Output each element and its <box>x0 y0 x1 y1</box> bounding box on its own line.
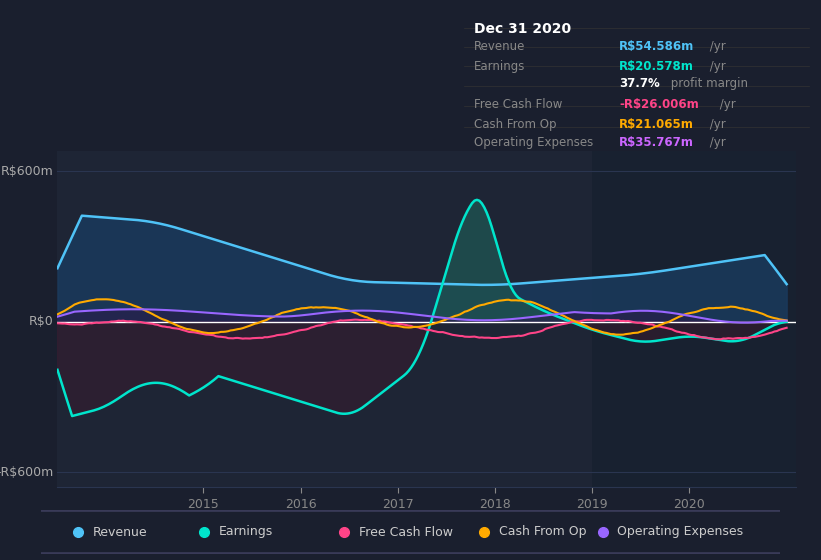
Text: Free Cash Flow: Free Cash Flow <box>475 98 562 111</box>
Bar <box>592 151 821 487</box>
Text: /yr: /yr <box>706 60 726 73</box>
Text: Dec 31 2020: Dec 31 2020 <box>475 22 571 36</box>
Text: -R$600m: -R$600m <box>0 466 54 479</box>
Text: profit margin: profit margin <box>667 77 748 90</box>
Text: R$0: R$0 <box>29 315 54 328</box>
Text: /yr: /yr <box>706 118 726 131</box>
Text: Cash From Op: Cash From Op <box>499 525 587 539</box>
Text: Free Cash Flow: Free Cash Flow <box>359 525 452 539</box>
Text: Operating Expenses: Operating Expenses <box>617 525 744 539</box>
Text: R$54.586m: R$54.586m <box>619 40 695 53</box>
Text: 37.7%: 37.7% <box>619 77 660 90</box>
Text: Revenue: Revenue <box>93 525 148 539</box>
Text: Cash From Op: Cash From Op <box>475 118 557 131</box>
Text: /yr: /yr <box>706 136 726 149</box>
Text: /yr: /yr <box>716 98 736 111</box>
Text: Operating Expenses: Operating Expenses <box>475 136 594 149</box>
Text: R$21.065m: R$21.065m <box>619 118 694 131</box>
Text: Revenue: Revenue <box>475 40 525 53</box>
Text: Earnings: Earnings <box>475 60 525 73</box>
Text: Earnings: Earnings <box>218 525 273 539</box>
Text: R$35.767m: R$35.767m <box>619 136 694 149</box>
Text: R$20.578m: R$20.578m <box>619 60 694 73</box>
Text: /yr: /yr <box>706 40 726 53</box>
Text: -R$26.006m: -R$26.006m <box>619 98 699 111</box>
Text: R$600m: R$600m <box>1 165 54 178</box>
